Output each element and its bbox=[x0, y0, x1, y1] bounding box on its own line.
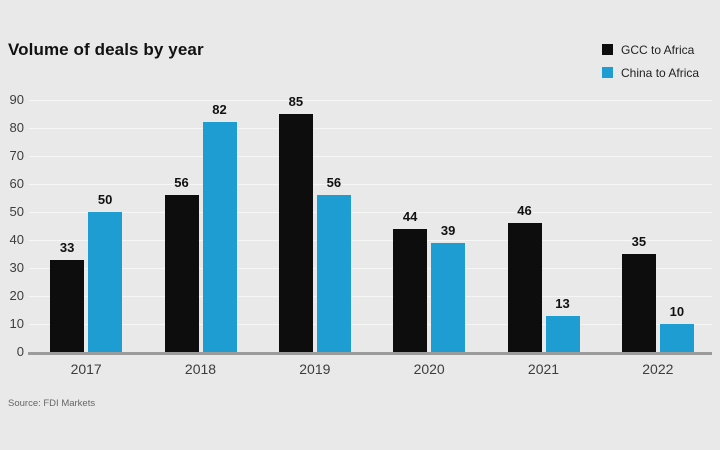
bar-value-label: 82 bbox=[212, 102, 227, 118]
legend-label: GCC to Africa bbox=[621, 42, 695, 57]
gridline bbox=[29, 211, 712, 213]
y-axis-tick-label: 40 bbox=[9, 232, 24, 247]
bar-value-label: 46 bbox=[517, 203, 532, 219]
bar-value-label: 85 bbox=[288, 94, 304, 109]
legend-swatch-icon bbox=[602, 44, 613, 55]
bar-value-label: 50 bbox=[97, 192, 113, 207]
y-axis-tick-label: 90 bbox=[9, 92, 24, 107]
gridline bbox=[29, 183, 712, 185]
y-axis-tick-label: 10 bbox=[9, 316, 24, 331]
y-axis-tick-label: 0 bbox=[16, 344, 24, 359]
x-axis-line bbox=[28, 352, 712, 355]
bar-china-2017 bbox=[88, 212, 123, 352]
x-axis-tick-label: 2018 bbox=[184, 361, 217, 377]
bar-china-2022 bbox=[659, 324, 694, 352]
bar-china-2019 bbox=[316, 195, 351, 352]
x-axis-tick-label: 2019 bbox=[299, 361, 331, 377]
y-axis-tick-label: 20 bbox=[9, 288, 24, 303]
x-axis-tick-label: 2021 bbox=[527, 361, 560, 377]
gridline bbox=[29, 239, 712, 241]
chart-title: Volume of deals by year bbox=[8, 40, 204, 59]
gridline bbox=[29, 323, 712, 325]
gridline bbox=[29, 127, 712, 129]
bar-gcc-2017 bbox=[50, 259, 85, 352]
bar-china-2021 bbox=[545, 315, 580, 352]
x-axis-tick-label: 2020 bbox=[413, 361, 445, 377]
gridline bbox=[29, 155, 712, 157]
x-axis-tick-label: 2017 bbox=[70, 361, 102, 377]
legend-item: China to Africa bbox=[602, 61, 699, 84]
y-axis-tick-label: 60 bbox=[9, 176, 24, 191]
y-axis-tick-label: 50 bbox=[9, 204, 24, 219]
gridline bbox=[29, 267, 712, 269]
legend-label: China to Africa bbox=[621, 65, 700, 80]
bar-value-label: 56 bbox=[174, 175, 189, 191]
bar-value-label: 56 bbox=[326, 175, 342, 191]
bar-value-label: 44 bbox=[402, 208, 418, 224]
gridline bbox=[29, 295, 712, 297]
bar-value-label: 35 bbox=[631, 234, 647, 249]
bar-gcc-2020 bbox=[393, 228, 428, 352]
bar-china-2020 bbox=[431, 242, 466, 352]
bar-value-label: 39 bbox=[440, 222, 456, 238]
y-axis-tick-label: 80 bbox=[9, 120, 24, 135]
bar-china-2018 bbox=[202, 122, 237, 352]
bar-gcc-2021 bbox=[507, 223, 542, 352]
bar-gcc-2018 bbox=[164, 195, 199, 352]
bar-gcc-2019 bbox=[278, 114, 313, 352]
y-axis-tick-label: 70 bbox=[9, 148, 24, 163]
legend-item: GCC to Africa bbox=[602, 38, 699, 61]
bar-value-label: 10 bbox=[669, 304, 685, 319]
bar-gcc-2022 bbox=[621, 254, 656, 352]
gridline bbox=[29, 99, 712, 101]
legend-swatch-icon bbox=[602, 67, 613, 78]
bar-value-label: 13 bbox=[555, 295, 570, 311]
x-axis-tick-label: 2022 bbox=[642, 361, 674, 377]
y-axis-tick-label: 30 bbox=[9, 260, 24, 275]
legend: GCC to Africa China to Africa bbox=[602, 38, 699, 84]
source-note: Source: FDI Markets bbox=[8, 398, 96, 409]
bar-value-label: 33 bbox=[59, 239, 75, 255]
